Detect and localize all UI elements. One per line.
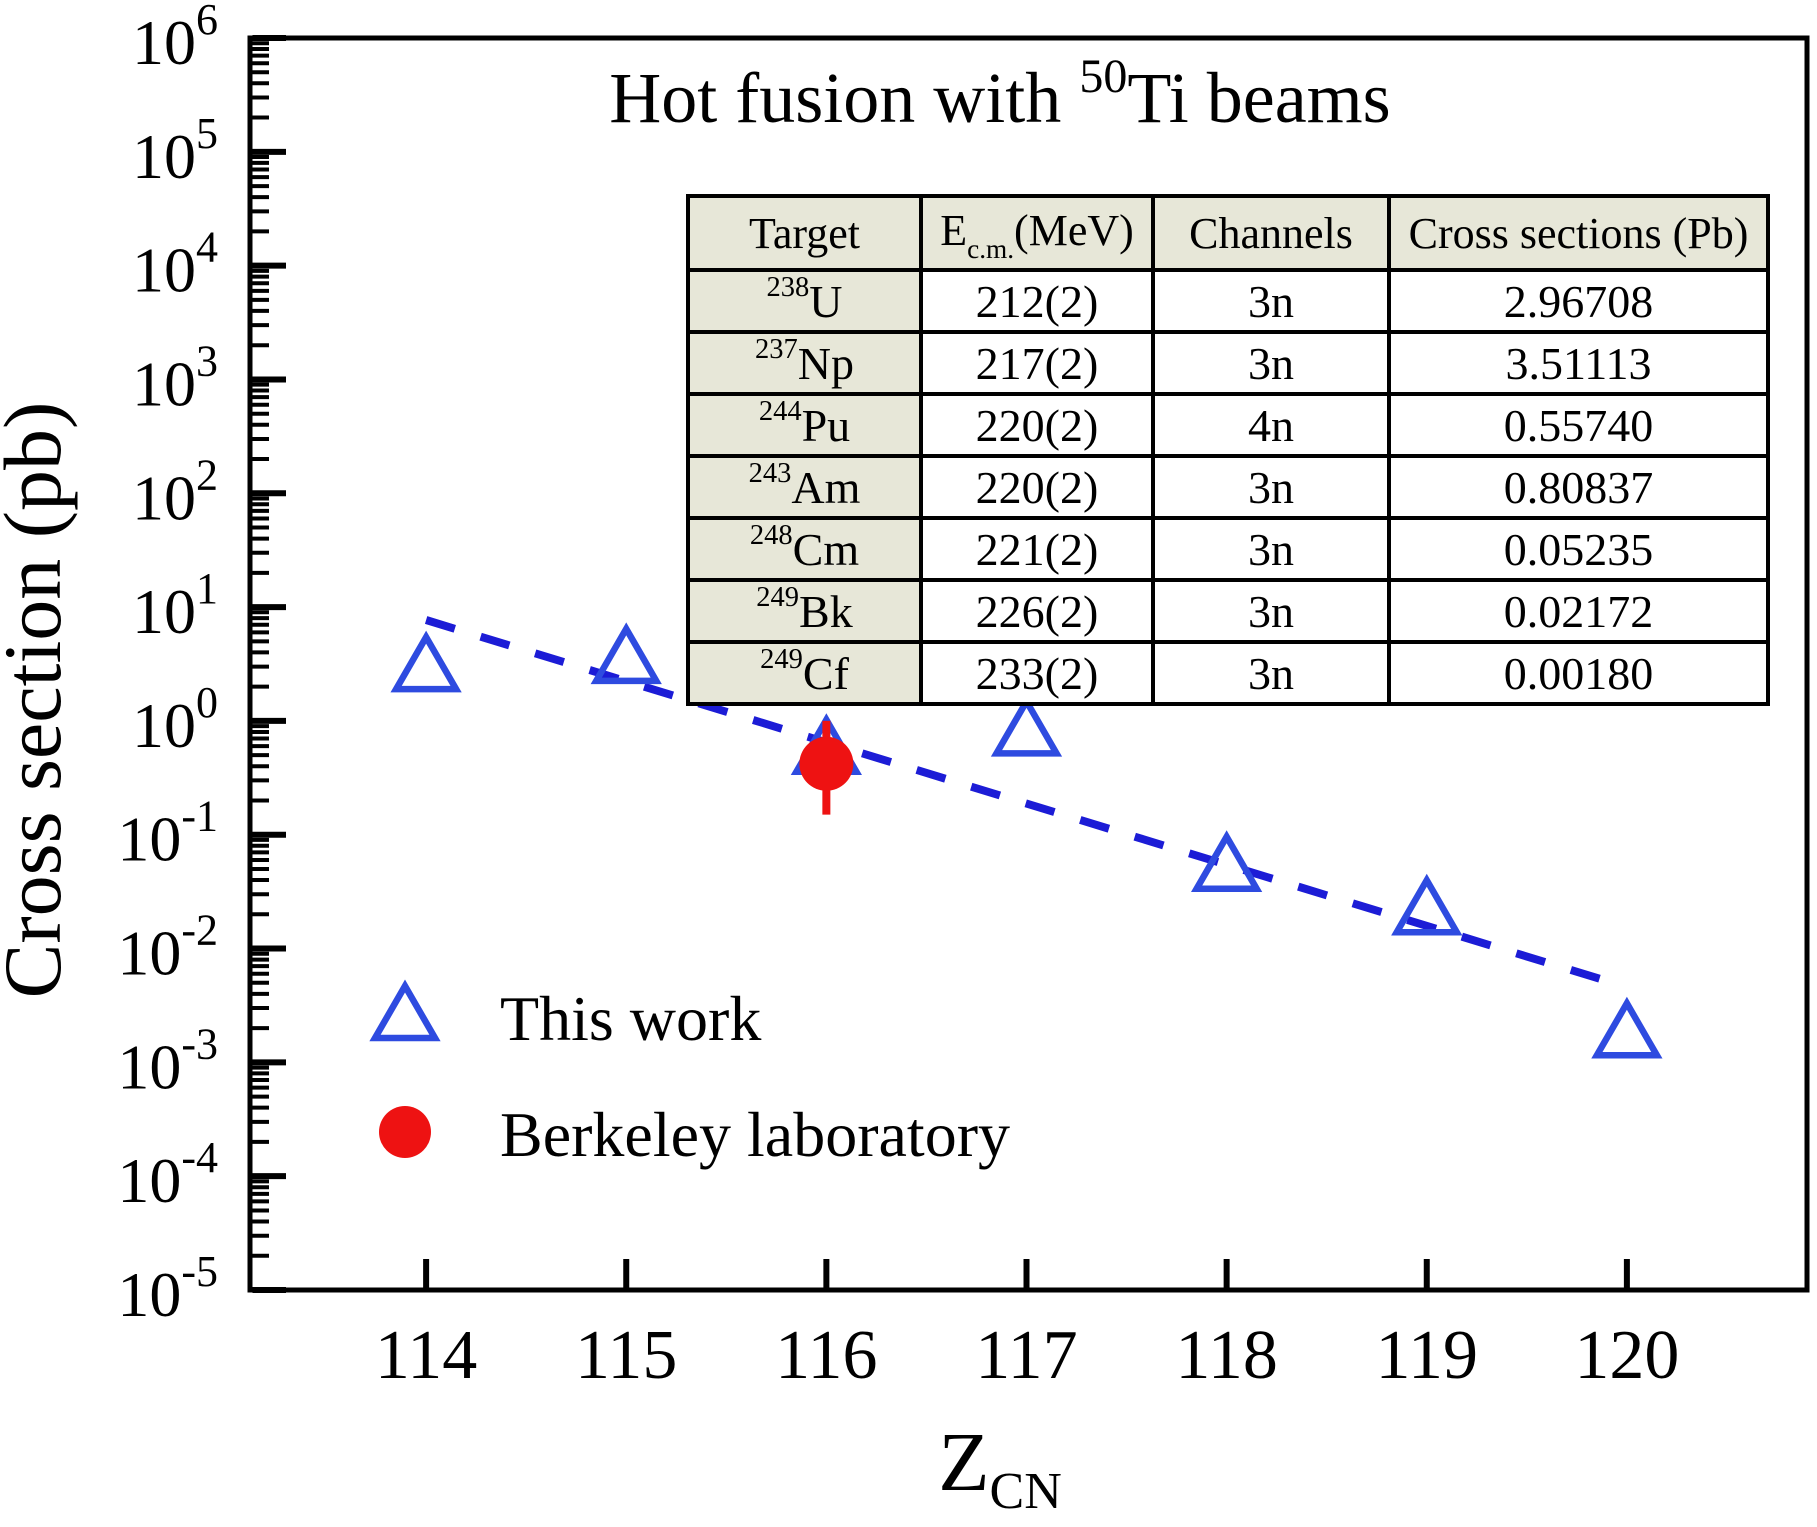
cell-ecm: 217(2) xyxy=(919,330,1155,396)
cell-cross-section: 3.51113 xyxy=(1387,330,1770,396)
trend-dashed-line xyxy=(424,616,1615,987)
triangle-marker xyxy=(369,979,441,1042)
triangle-marker xyxy=(390,630,462,693)
header-channels: Channels xyxy=(1151,194,1391,272)
title-superscript: 50 xyxy=(1079,50,1127,103)
y-tick-label: 103 xyxy=(132,336,218,419)
cell-target: 238U xyxy=(686,268,923,334)
table-row: 238U 212(2) 3n 2.96708 xyxy=(686,268,1770,334)
cell-cross-section: 0.55740 xyxy=(1387,392,1770,458)
header-target: Target xyxy=(686,194,923,272)
x-tick-label: 117 xyxy=(975,1317,1077,1394)
y-tick-label: 102 xyxy=(132,450,218,533)
header-ecm: Ec.m.(MeV) xyxy=(919,194,1155,272)
circle-marker xyxy=(799,736,854,791)
cell-target: 237Np xyxy=(686,330,923,396)
triangle-marker xyxy=(1591,996,1663,1059)
x-axis-label: ZCN xyxy=(938,1416,1062,1520)
x-tick-label: 119 xyxy=(1376,1317,1478,1394)
cell-channel: 3n xyxy=(1151,578,1391,644)
cell-ecm: 226(2) xyxy=(919,578,1155,644)
x-tick-label: 115 xyxy=(575,1317,677,1394)
legend-label-berkeley: Berkeley laboratory xyxy=(500,1099,1010,1170)
triangle-marker xyxy=(590,622,662,685)
cell-channel: 3n xyxy=(1151,268,1391,334)
cell-cross-section: 0.05235 xyxy=(1387,516,1770,582)
cell-ecm: 221(2) xyxy=(919,516,1155,582)
table-row: 249Cf 233(2) 3n 0.00180 xyxy=(686,640,1770,706)
x-tick-label: 120 xyxy=(1574,1317,1679,1394)
table-row: 243Am 220(2) 3n 0.80837 xyxy=(686,454,1770,520)
triangle-marker xyxy=(990,694,1063,757)
plot-frame xyxy=(247,35,1810,1293)
data-series xyxy=(390,616,1663,1059)
y-tick-label: 10-1 xyxy=(117,792,218,875)
cell-cross-section: 0.00180 xyxy=(1387,640,1770,706)
cell-target: 249Cf xyxy=(686,640,923,706)
cell-target: 248Cm xyxy=(686,516,923,582)
plot-border xyxy=(247,35,1810,1293)
table-row: 249Bk 226(2) 3n 0.02172 xyxy=(686,578,1770,644)
header-cross-sections: Cross sections (Pb) xyxy=(1387,194,1770,272)
table-header-row: Target Ec.m.(MeV) Channels Cross section… xyxy=(686,194,1770,272)
x-tick-label: 114 xyxy=(375,1317,477,1394)
y-tick-label: 100 xyxy=(132,678,218,761)
y-tick-label: 106 xyxy=(132,0,218,78)
triangle-marker xyxy=(1191,830,1263,892)
cell-channel: 3n xyxy=(1151,516,1391,582)
table-row: 248Cm 221(2) 3n 0.05235 xyxy=(686,516,1770,582)
y-tick-label: 104 xyxy=(132,223,218,306)
table-row: 244Pu 220(2) 4n 0.55740 xyxy=(686,392,1770,458)
chart-title: Hot fusion with 50Ti beams xyxy=(609,50,1390,138)
y-tick-label: 10-3 xyxy=(117,1019,218,1102)
x-tick-label: 118 xyxy=(1175,1317,1277,1394)
cell-target: 243Am xyxy=(686,454,923,520)
axis-ticks xyxy=(252,35,1630,1293)
cell-ecm: 220(2) xyxy=(919,454,1155,520)
legend-label-this-work: This work xyxy=(500,983,761,1054)
cell-channel: 3n xyxy=(1151,330,1391,396)
table-row: 237Np 217(2) 3n 3.51113 xyxy=(686,330,1770,396)
x-tick-label: 116 xyxy=(775,1317,877,1394)
y-tick-label: 105 xyxy=(132,109,218,192)
cell-cross-section: 0.02172 xyxy=(1387,578,1770,644)
cell-ecm: 220(2) xyxy=(919,392,1155,458)
y-tick-label: 101 xyxy=(132,564,218,647)
cell-channel: 3n xyxy=(1151,454,1391,520)
triangle-marker xyxy=(1391,873,1463,936)
results-table: Target Ec.m.(MeV) Channels Cross section… xyxy=(686,194,1770,706)
cell-channel: 4n xyxy=(1151,392,1391,458)
x-axis-label-subscript: CN xyxy=(990,1463,1062,1520)
cell-ecm: 212(2) xyxy=(919,268,1155,334)
cell-channel: 3n xyxy=(1151,640,1391,706)
y-tick-label: 10-2 xyxy=(117,906,218,989)
y-tick-label: 10-5 xyxy=(117,1247,218,1330)
cell-target: 244Pu xyxy=(686,392,923,458)
axis-tick-labels: 106 105 104 103 102 101 100 10-1 10-2 10-3 10-4 10-… xyxy=(117,0,1679,1394)
cell-cross-section: 2.96708 xyxy=(1387,268,1770,334)
y-axis-label: Cross section (pb) xyxy=(0,402,78,999)
cell-target: 249Bk xyxy=(686,578,923,644)
y-tick-label: 10-4 xyxy=(117,1133,218,1216)
cell-cross-section: 0.80837 xyxy=(1387,454,1770,520)
legend-circle-marker xyxy=(379,1106,431,1158)
cell-ecm: 233(2) xyxy=(919,640,1155,706)
legend-markers xyxy=(369,979,441,1158)
